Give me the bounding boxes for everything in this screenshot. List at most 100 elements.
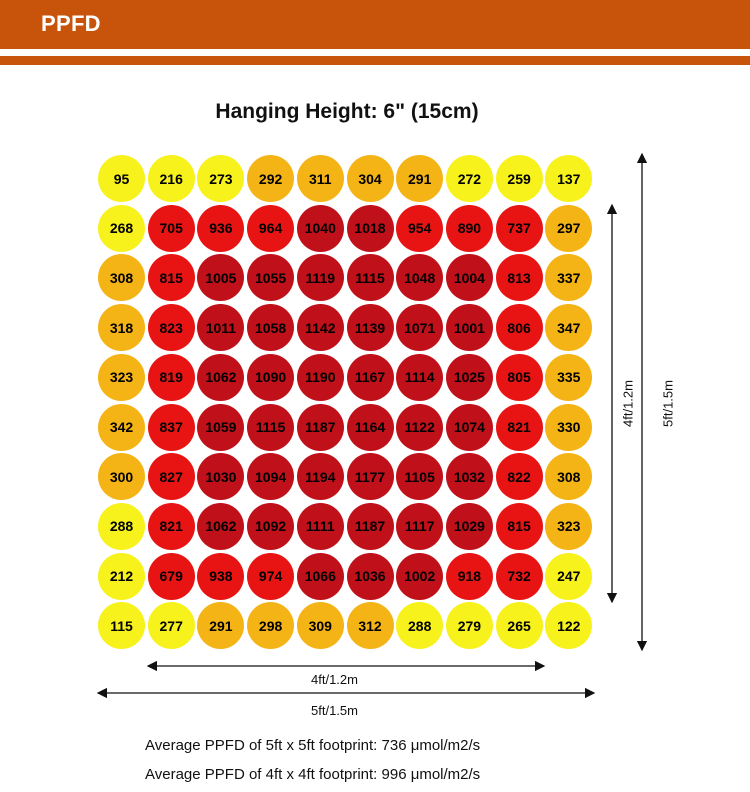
ppfd-cell: 268 bbox=[98, 204, 145, 252]
ppfd-cell: 291 bbox=[197, 602, 245, 650]
ppfd-cell: 815 bbox=[147, 254, 195, 302]
ppfd-cell: 308 bbox=[98, 254, 145, 302]
ppfd-cell: 1114 bbox=[396, 353, 444, 401]
ppfd-cell: 1115 bbox=[247, 403, 295, 451]
ppfd-cell: 1030 bbox=[197, 453, 245, 501]
ppfd-cell: 1105 bbox=[396, 453, 444, 501]
ppfd-cell: 954 bbox=[396, 204, 444, 252]
ppfd-cell: 1059 bbox=[197, 403, 245, 451]
ppfd-cell: 312 bbox=[346, 602, 394, 650]
ppfd-cell: 1048 bbox=[396, 254, 444, 302]
ppfd-cell: 323 bbox=[98, 353, 145, 401]
ppfd-cell: 737 bbox=[495, 204, 543, 252]
ppfd-cell: 1167 bbox=[346, 353, 394, 401]
ppfd-cell: 821 bbox=[495, 403, 543, 451]
ppfd-cell: 815 bbox=[495, 502, 543, 550]
ppfd-cell: 964 bbox=[247, 204, 295, 252]
ppfd-cell: 1187 bbox=[346, 502, 394, 550]
ppfd-cell: 1122 bbox=[396, 403, 444, 451]
ppfd-cell: 1194 bbox=[296, 453, 344, 501]
ppfd-cell: 823 bbox=[147, 304, 195, 352]
ppfd-cell: 819 bbox=[147, 353, 195, 401]
ppfd-cell: 288 bbox=[396, 602, 444, 650]
ppfd-cell: 1025 bbox=[445, 353, 493, 401]
ppfd-cell: 273 bbox=[197, 155, 245, 202]
ppfd-cell: 337 bbox=[545, 254, 593, 302]
ppfd-cell: 347 bbox=[545, 304, 593, 352]
average-5ft-text: Average PPFD of 5ft x 5ft footprint: 736… bbox=[145, 737, 481, 754]
ppfd-cell: 1177 bbox=[346, 453, 394, 501]
ppfd-cell: 298 bbox=[247, 602, 295, 650]
ppfd-cell: 323 bbox=[545, 502, 593, 550]
ppfd-cell: 821 bbox=[147, 502, 195, 550]
ppfd-cell: 806 bbox=[495, 304, 543, 352]
ppfd-cell: 335 bbox=[545, 353, 593, 401]
ppfd-cell: 936 bbox=[197, 204, 245, 252]
ppfd-cell: 265 bbox=[495, 602, 543, 650]
ppfd-cell: 300 bbox=[98, 453, 145, 501]
ppfd-cell: 805 bbox=[495, 353, 543, 401]
outer-vertical-label: 5ft/1.5m bbox=[660, 380, 676, 427]
ppfd-cell: 308 bbox=[545, 453, 593, 501]
ppfd-cell: 679 bbox=[147, 552, 195, 600]
ppfd-cell: 813 bbox=[495, 254, 543, 302]
ppfd-cell: 342 bbox=[98, 403, 145, 451]
header-title: PPFD bbox=[41, 11, 101, 36]
ppfd-cell: 318 bbox=[98, 304, 145, 352]
ppfd-cell: 1164 bbox=[346, 403, 394, 451]
header-bar: PPFD bbox=[0, 0, 750, 49]
ppfd-cell: 1139 bbox=[346, 304, 394, 352]
ppfd-cell: 1062 bbox=[197, 502, 245, 550]
ppfd-cell: 115 bbox=[98, 602, 145, 650]
ppfd-cell: 291 bbox=[396, 155, 444, 202]
ppfd-cell: 1029 bbox=[445, 502, 493, 550]
ppfd-cell: 1092 bbox=[247, 502, 295, 550]
ppfd-cell: 95 bbox=[98, 155, 145, 202]
header-stripe bbox=[0, 56, 750, 65]
ppfd-cell: 1004 bbox=[445, 254, 493, 302]
ppfd-cell: 122 bbox=[545, 602, 593, 650]
ppfd-cell: 309 bbox=[296, 602, 344, 650]
ppfd-cell: 1074 bbox=[445, 403, 493, 451]
ppfd-cell: 827 bbox=[147, 453, 195, 501]
ppfd-cell: 1187 bbox=[296, 403, 344, 451]
outer-horizontal-label: 5ft/1.5m bbox=[311, 703, 358, 718]
chart-title: Hanging Height: 6" (15cm) bbox=[215, 100, 479, 123]
ppfd-cell: 330 bbox=[545, 403, 593, 451]
ppfd-cell: 1090 bbox=[247, 353, 295, 401]
ppfd-cell: 1002 bbox=[396, 552, 444, 600]
ppfd-cell: 247 bbox=[545, 552, 593, 600]
ppfd-cell: 918 bbox=[445, 552, 493, 600]
ppfd-cell: 292 bbox=[247, 155, 295, 202]
inner-vertical-label: 4ft/1.2m bbox=[620, 380, 636, 427]
ppfd-cell: 822 bbox=[495, 453, 543, 501]
ppfd-cell: 1001 bbox=[445, 304, 493, 352]
ppfd-cell: 705 bbox=[147, 204, 195, 252]
ppfd-cell: 1005 bbox=[197, 254, 245, 302]
ppfd-cell: 1055 bbox=[247, 254, 295, 302]
ppfd-cell: 1062 bbox=[197, 353, 245, 401]
ppfd-cell: 272 bbox=[445, 155, 493, 202]
ppfd-cell: 279 bbox=[445, 602, 493, 650]
ppfd-cell: 212 bbox=[98, 552, 145, 600]
average-4ft-text: Average PPFD of 4ft x 4ft footprint: 996… bbox=[145, 766, 481, 783]
ppfd-cell: 938 bbox=[197, 552, 245, 600]
ppfd-cell: 216 bbox=[147, 155, 195, 202]
ppfd-cell: 1066 bbox=[296, 552, 344, 600]
ppfd-cell: 974 bbox=[247, 552, 295, 600]
ppfd-cell: 297 bbox=[545, 204, 593, 252]
ppfd-cell: 1032 bbox=[445, 453, 493, 501]
ppfd-cell: 1018 bbox=[346, 204, 394, 252]
ppfd-cell: 1115 bbox=[346, 254, 394, 302]
ppfd-cell: 1142 bbox=[296, 304, 344, 352]
ppfd-cell: 1011 bbox=[197, 304, 245, 352]
ppfd-cell: 277 bbox=[147, 602, 195, 650]
ppfd-cell: 288 bbox=[98, 502, 145, 550]
ppfd-cell: 1040 bbox=[296, 204, 344, 252]
ppfd-cell: 311 bbox=[296, 155, 344, 202]
ppfd-cell: 304 bbox=[346, 155, 394, 202]
inner-horizontal-label: 4ft/1.2m bbox=[311, 672, 358, 687]
ppfd-cell: 1058 bbox=[247, 304, 295, 352]
